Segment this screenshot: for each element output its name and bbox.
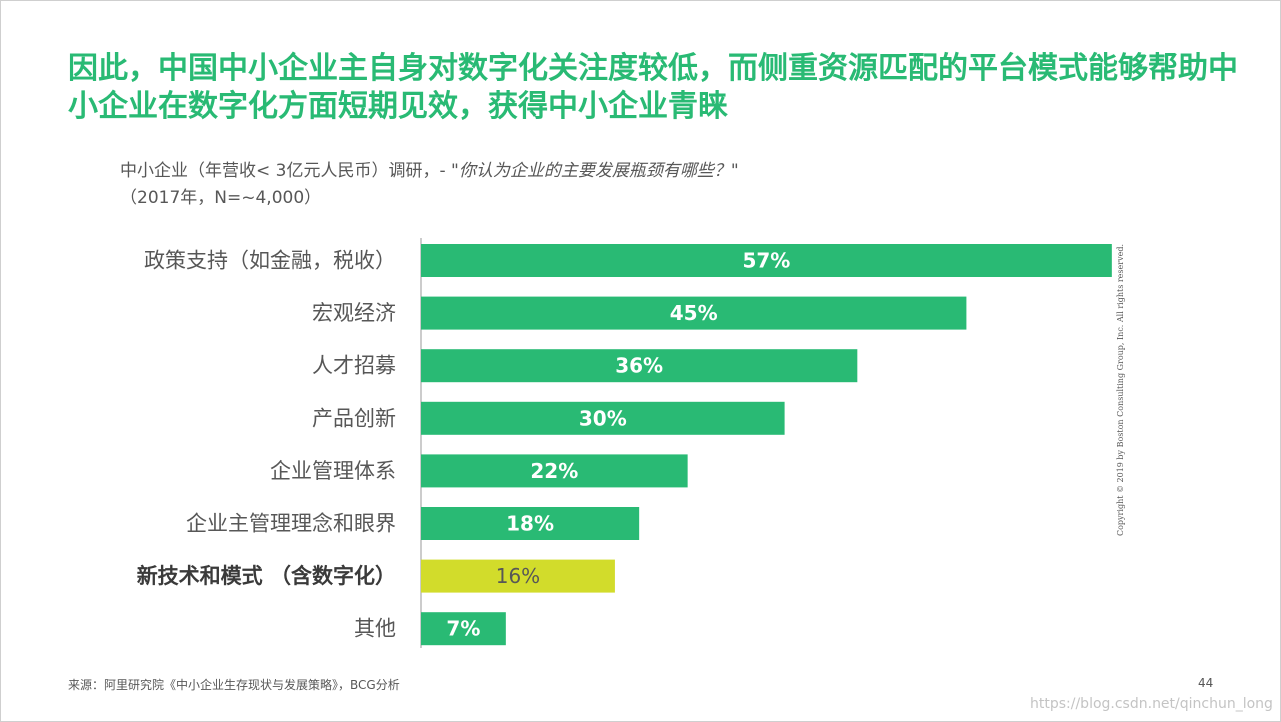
bar-5 <box>421 507 640 540</box>
category-label-3: 产品创新 <box>312 406 396 430</box>
bar-0 <box>421 244 1112 277</box>
value-label-0: 57% <box>742 249 790 273</box>
source-note: 来源：阿里研究院《中小企业生存现状与发展策略》，BCG分析 <box>68 678 400 692</box>
bar-7 <box>421 612 506 646</box>
value-label-3: 30% <box>579 406 627 430</box>
survey-question: "你认为企业的主要发展瓶颈有哪些？" <box>451 161 739 181</box>
category-label-5: 企业主管理理念和眼界 <box>186 512 396 536</box>
chart-subtitle: 中小企业（年营收< 3亿元人民币）调研，- "你认为企业的主要发展瓶颈有哪些？"… <box>120 158 739 212</box>
bar-3 <box>421 401 785 435</box>
slide-title: 因此，中国中小企业主自身对数字化关注度较低，而侧重资源匹配的平台模式能够帮助中小… <box>68 51 1238 124</box>
category-label-7: 其他 <box>354 617 396 641</box>
bar-4 <box>421 454 688 488</box>
bar-6 <box>421 559 615 593</box>
subtitle-line-1: 中小企业（年营收< 3亿元人民币）调研，- "你认为企业的主要发展瓶颈有哪些？" <box>120 158 739 185</box>
subtitle-prefix: 中小企业（年营收< 3亿元人民币）调研，- <box>120 161 452 181</box>
bar-2 <box>421 349 858 383</box>
page-number: 44 <box>1198 676 1214 690</box>
category-label-4: 企业管理体系 <box>270 459 396 483</box>
bar-1 <box>421 296 967 330</box>
value-label-7: 7% <box>446 617 480 641</box>
category-label-0: 政策支持（如金融，税收） <box>144 249 396 273</box>
value-label-6: 16% <box>496 564 540 588</box>
category-label-1: 宏观经济 <box>312 301 396 325</box>
value-label-2: 36% <box>615 354 663 378</box>
copyright-notice: Copyright © 2019 by Boston Consulting Gr… <box>1116 244 1125 537</box>
value-label-1: 45% <box>670 301 718 325</box>
category-label-2: 人才招募 <box>312 354 396 378</box>
value-label-4: 22% <box>530 459 578 483</box>
value-label-5: 18% <box>506 512 554 536</box>
watermark-url: https://blog.csdn.net/qinchun_long <box>1030 696 1273 712</box>
bars-group: 政策支持（如金融，税收） 57% 宏观经济 45% 人才招募 36% 产品创新 30% 企业管理… <box>137 244 1112 646</box>
subtitle-line-2: （2017年，N=~4,000） <box>120 188 322 208</box>
category-label-6: 新技术和模式 （含数字化） <box>137 564 396 588</box>
